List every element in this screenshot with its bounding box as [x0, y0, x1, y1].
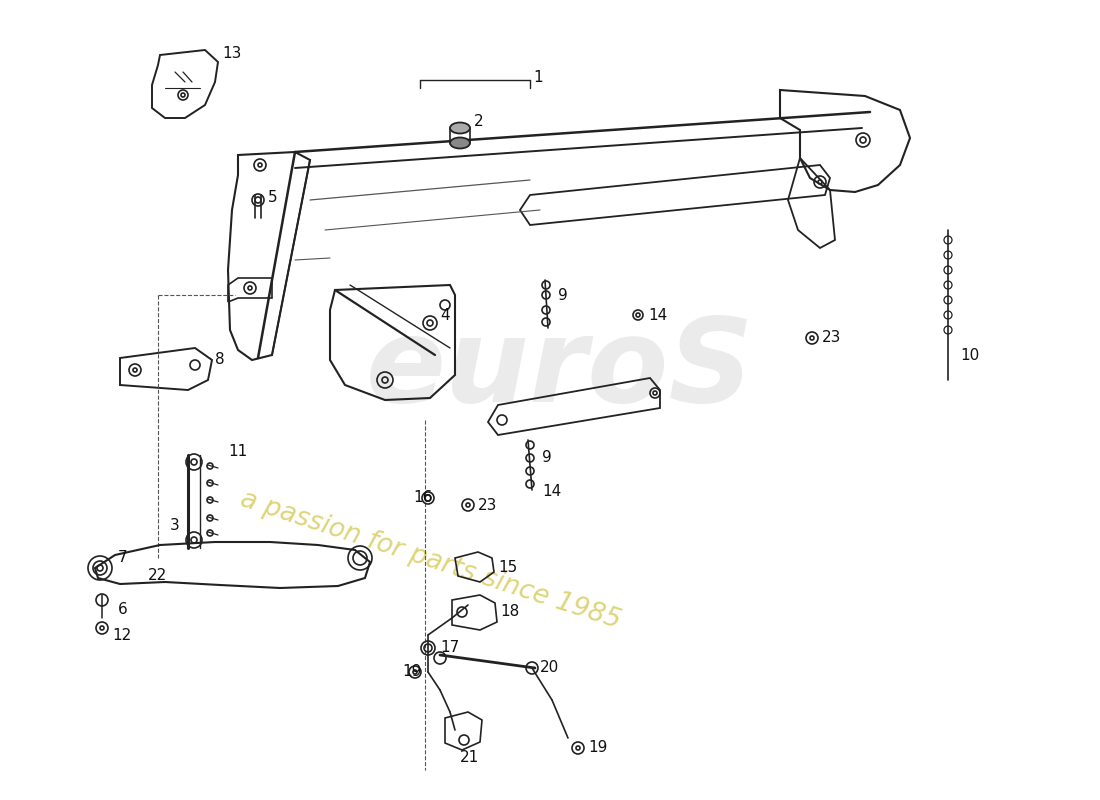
Text: 14: 14 — [648, 307, 668, 322]
Text: 8: 8 — [214, 353, 224, 367]
Text: 21: 21 — [460, 750, 480, 765]
Text: euroS: euroS — [366, 313, 755, 427]
Text: 5: 5 — [268, 190, 277, 206]
Text: 19: 19 — [588, 741, 607, 755]
Text: 2: 2 — [474, 114, 484, 130]
Text: 3: 3 — [170, 518, 179, 533]
Text: 4: 4 — [440, 307, 450, 322]
Ellipse shape — [450, 122, 470, 134]
Text: 6: 6 — [118, 602, 128, 618]
Text: 23: 23 — [822, 330, 842, 346]
Ellipse shape — [450, 138, 470, 149]
Text: 20: 20 — [540, 661, 559, 675]
Text: 12: 12 — [112, 627, 131, 642]
Text: 17: 17 — [440, 641, 460, 655]
Text: 16: 16 — [412, 490, 432, 506]
Text: 9: 9 — [542, 450, 552, 466]
Text: 19: 19 — [402, 665, 421, 679]
Text: 14: 14 — [542, 485, 561, 499]
Text: 23: 23 — [478, 498, 497, 513]
Text: 18: 18 — [500, 605, 519, 619]
Text: 22: 22 — [148, 569, 167, 583]
Text: 10: 10 — [960, 347, 979, 362]
Text: 9: 9 — [558, 287, 568, 302]
Text: 1: 1 — [534, 70, 542, 86]
Text: 15: 15 — [498, 561, 517, 575]
Text: 13: 13 — [222, 46, 241, 61]
Text: a passion for parts since 1985: a passion for parts since 1985 — [236, 486, 624, 634]
Text: 7: 7 — [118, 550, 128, 566]
Text: 11: 11 — [228, 445, 248, 459]
